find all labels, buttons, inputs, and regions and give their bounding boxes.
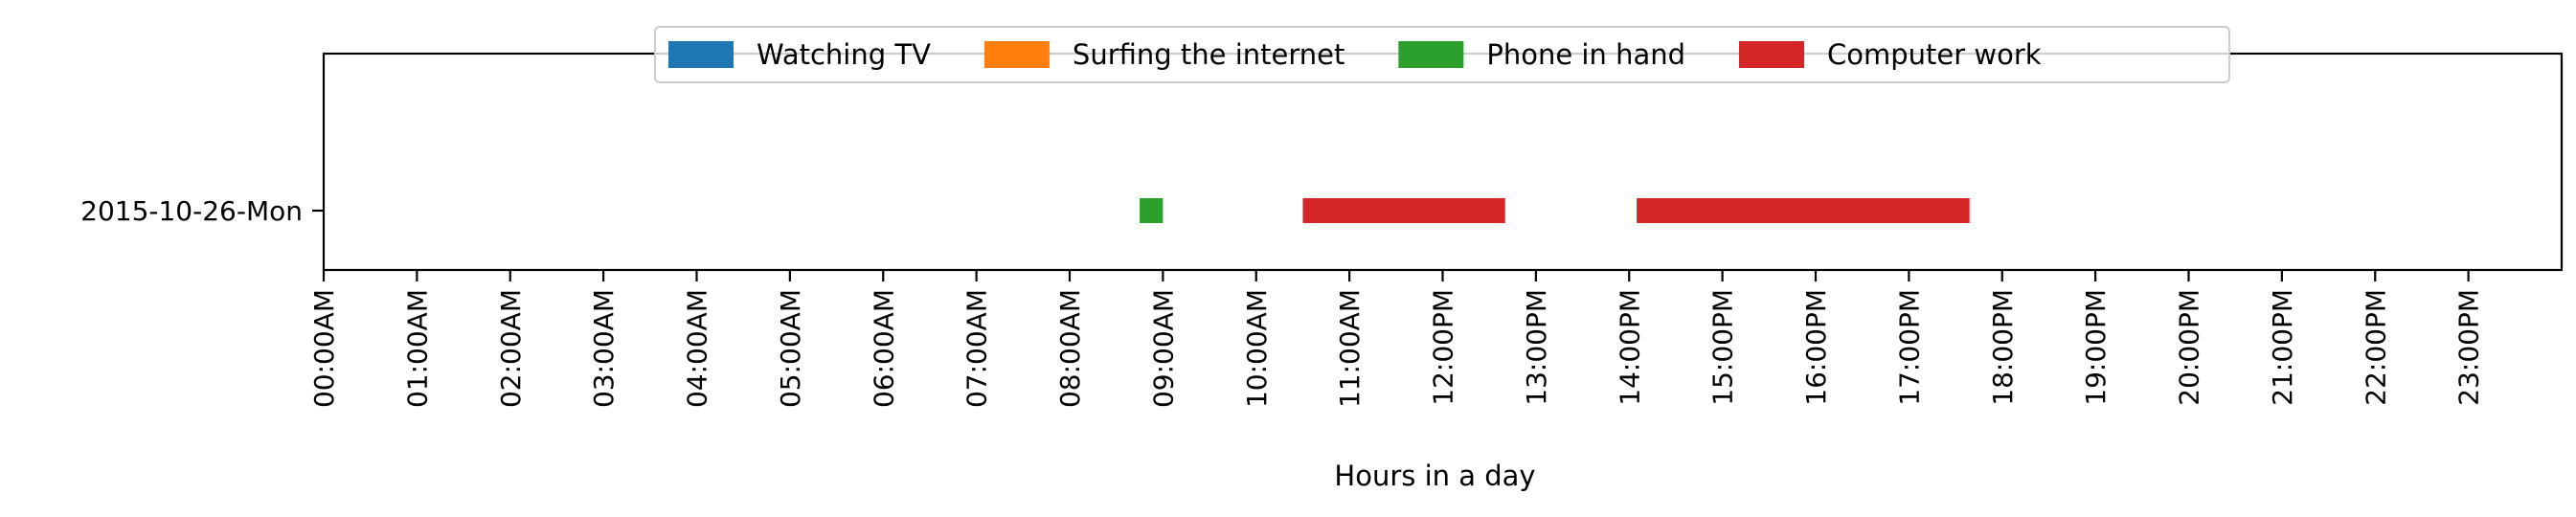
x-tick-label: 01:00AM [401,289,433,408]
legend-label: Phone in hand [1486,38,1685,71]
x-tick-label: 15:00PM [1707,289,1739,406]
x-tick-label: 14:00PM [1614,289,1645,406]
x-tick-label: 03:00AM [588,289,620,408]
x-tick-label: 17:00PM [1893,289,1925,406]
x-tick-label: 16:00PM [1800,289,1832,406]
legend-label: Watching TV [757,38,931,71]
legend-swatch-surfing-the-internet [983,41,1050,68]
legend-swatch-computer-work [1739,41,1805,68]
x-tick-label: 08:00AM [1054,289,1086,408]
x-tick-label: 18:00PM [1987,289,2019,406]
x-tick-label: 07:00AM [961,289,993,408]
interval-bar-computer-work-0 [1302,198,1505,223]
x-tick-label: 23:00PM [2453,289,2485,406]
bars-layer [1140,198,1970,223]
legend: Watching TV Surfing the internet Phone in … [654,26,2230,83]
interval-bar-phone-in-hand-0 [1140,198,1164,223]
x-axis: 00:00AM 01:00AM 02:00AM 03:00AM 04:00AM 05:00… [308,270,2485,408]
x-tick-label: 21:00PM [2267,289,2298,406]
x-tick-label: 00:00AM [308,289,340,408]
x-tick-label: 12:00PM [1428,289,1459,406]
x-tick-label: 02:00AM [495,289,527,408]
interval-bar-computer-work-1 [1637,198,1970,223]
y-axis: 2015-10-26-Mon [80,195,324,227]
x-tick-label: 20:00PM [2174,289,2205,406]
x-tick-label: 05:00AM [775,289,806,408]
x-tick-label: 06:00AM [868,289,899,408]
x-tick-label: 10:00AM [1241,289,1273,408]
legend-label: Surfing the internet [1073,38,1344,71]
x-tick-label: 04:00AM [682,289,713,408]
x-axis-title: Hours in a day [1334,460,1535,492]
legend-swatch-phone-in-hand [1398,41,1464,68]
x-tick-label: 19:00PM [2080,289,2112,406]
legend-swatch-watching-tv [668,41,734,68]
x-tick-label: 22:00PM [2360,289,2391,406]
legend-label: Computer work [1827,38,2042,71]
y-tick-label: 2015-10-26-Mon [80,195,303,227]
x-tick-label: 13:00PM [1521,289,1552,406]
x-tick-label: 09:00AM [1147,289,1179,408]
x-tick-label: 11:00AM [1334,289,1366,408]
